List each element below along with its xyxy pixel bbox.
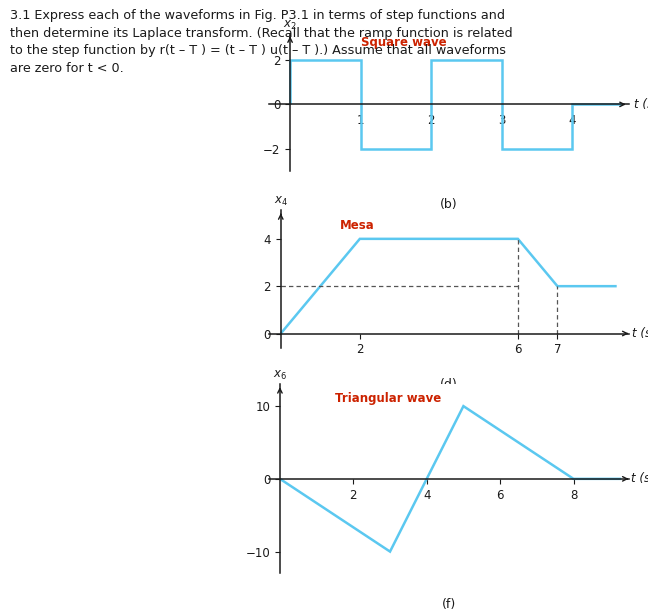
- Text: (b): (b): [440, 198, 457, 211]
- Text: 3.1 Express each of the waveforms in Fig. P3.1 in terms of step functions and
th: 3.1 Express each of the waveforms in Fig…: [10, 9, 513, 74]
- Text: t (s): t (s): [632, 327, 648, 340]
- Text: (d): (d): [440, 378, 457, 391]
- Text: t (s): t (s): [634, 98, 648, 111]
- Text: $x_6$: $x_6$: [273, 369, 287, 382]
- Text: $x_2$: $x_2$: [283, 19, 297, 32]
- Text: t (s): t (s): [632, 472, 648, 486]
- Text: Square wave: Square wave: [360, 35, 446, 49]
- Text: Mesa: Mesa: [340, 219, 375, 232]
- Text: (f): (f): [442, 598, 456, 610]
- Text: Triangular wave: Triangular wave: [335, 392, 441, 405]
- Text: $x_4$: $x_4$: [273, 195, 288, 208]
